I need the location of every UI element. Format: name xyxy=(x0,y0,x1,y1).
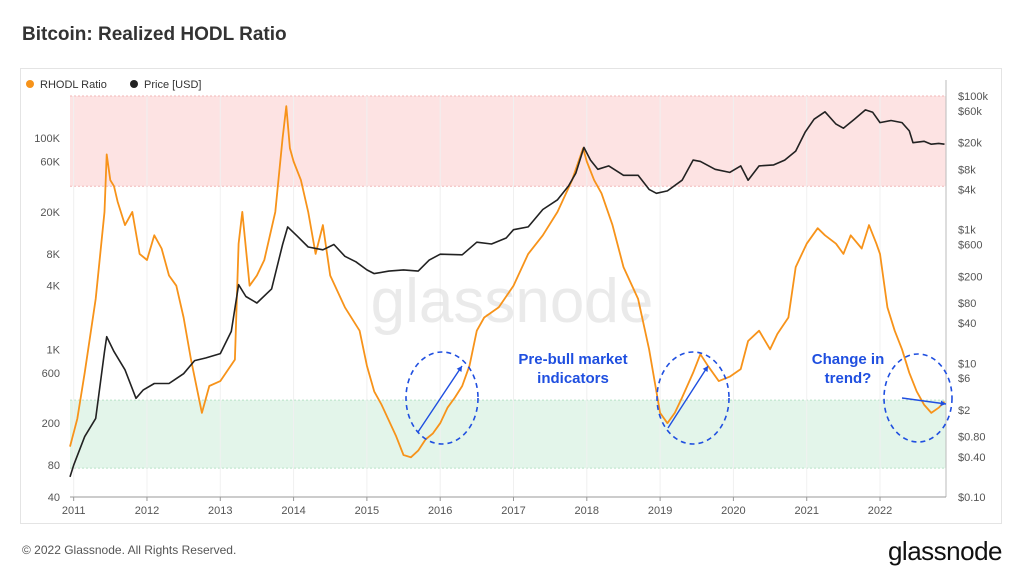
left-tick-label: 1K xyxy=(47,344,61,356)
annotation-line: Change in xyxy=(812,351,885,368)
watermark: glassnode xyxy=(371,267,654,336)
x-tick-label: 2014 xyxy=(281,505,305,517)
annotation-arrow-2 xyxy=(667,365,709,429)
left-tick-label: 4K xyxy=(47,281,61,293)
left-tick-label: 40 xyxy=(48,492,60,504)
annotation-ellipse-2 xyxy=(656,351,730,445)
brand-logo: glassnode xyxy=(887,536,1003,566)
annotation-ellipse-1 xyxy=(405,351,479,445)
annotation-arrowhead-2 xyxy=(702,366,708,372)
copyright-text: © 2022 Glassnode. All Rights Reserved. xyxy=(22,543,237,557)
left-tick-label: 100K xyxy=(34,133,60,145)
x-tick-label: 2020 xyxy=(721,505,745,517)
annotation-arrow-1 xyxy=(417,365,463,433)
right-tick-label: $0.40 xyxy=(958,452,986,464)
left-tick-label: 600 xyxy=(42,368,60,380)
right-tick-label: $10 xyxy=(958,358,976,370)
annotation-text-2: Change in trend? xyxy=(812,351,885,387)
left-tick-label: 80 xyxy=(48,460,60,472)
x-tick-label: 2021 xyxy=(794,505,818,517)
right-tick-label: $40 xyxy=(958,318,976,330)
left-tick-label: 60K xyxy=(40,156,60,168)
band-undervalued xyxy=(70,400,946,469)
right-tick-label: $600 xyxy=(958,239,982,251)
annotation-arrowhead-3 xyxy=(940,400,946,407)
annotation-layer: Pre-bull market indicators Change in trend? xyxy=(405,351,953,445)
left-tick-label: 20K xyxy=(40,207,60,219)
legend-rhodl-label: RHODL Ratio xyxy=(40,79,107,91)
rhodl-series-line xyxy=(69,105,946,459)
right-tick-label: $60k xyxy=(958,106,982,118)
band-overheated xyxy=(70,96,946,187)
x-tick-label: 2017 xyxy=(501,505,525,517)
chart-title: Bitcoin: Realized HODL Ratio xyxy=(22,24,287,45)
right-axis: $0.10 $0.40 $0.80 $2 $6 $10 $40 $80 $200 $600 $1k $… xyxy=(945,80,988,504)
right-tick-label: $2 xyxy=(958,405,970,417)
right-tick-label: $80 xyxy=(958,298,976,310)
right-tick-label: $0.10 xyxy=(958,492,986,504)
right-tick-label: $6 xyxy=(958,373,970,385)
x-tick-label: 2013 xyxy=(208,505,232,517)
left-axis: 40 80 200 600 1K 4K 8K 20K 60K 100K xyxy=(34,133,60,504)
right-tick-label: $20k xyxy=(958,138,982,150)
left-tick-label: 200 xyxy=(42,418,60,430)
right-tick-label: $4k xyxy=(958,184,976,196)
x-tick-label: 2011 xyxy=(62,505,86,517)
right-tick-label: $1k xyxy=(958,225,976,237)
annotation-text-1: Pre-bull market indicators xyxy=(518,351,627,387)
x-tick-label: 2016 xyxy=(428,505,452,517)
legend-price-marker xyxy=(130,80,138,88)
x-tick-label: 2019 xyxy=(648,505,672,517)
x-axis: 2011 2012 2013 2014 2015 2016 2017 2018 2019 2020… xyxy=(62,496,946,517)
annotation-line: trend? xyxy=(825,370,872,387)
right-tick-label: $200 xyxy=(958,271,982,283)
right-tick-label: $8k xyxy=(958,164,976,176)
right-tick-label: $0.80 xyxy=(958,432,986,444)
x-tick-label: 2012 xyxy=(135,505,159,517)
annotation-line: Pre-bull market xyxy=(518,351,627,368)
annotation-arrow-3 xyxy=(901,397,947,405)
annotation-line: indicators xyxy=(537,370,609,387)
series-layer xyxy=(69,105,946,478)
annotation-arrowhead-1 xyxy=(456,366,462,372)
left-tick-label: 8K xyxy=(47,249,61,261)
x-tick-label: 2015 xyxy=(355,505,379,517)
price-series-line xyxy=(69,109,945,478)
legend-price-label: Price [USD] xyxy=(144,79,201,91)
legend-rhodl-marker xyxy=(26,80,34,88)
x-tick-label: 2018 xyxy=(575,505,599,517)
right-tick-label: $100k xyxy=(958,91,988,103)
legend: RHODL Ratio Price [USD] xyxy=(26,79,201,91)
x-tick-label: 2022 xyxy=(868,505,892,517)
annotation-ellipse-3 xyxy=(883,353,953,443)
